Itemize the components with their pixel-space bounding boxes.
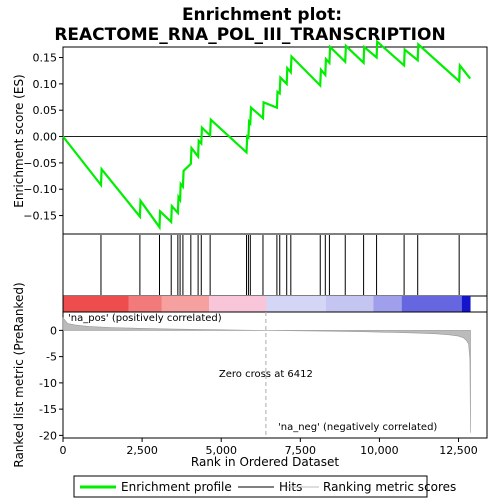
hit-lines-group (100, 235, 460, 295)
x-tick-label: 5,000 (205, 444, 237, 457)
rank-y-tick-label: -10 (39, 377, 57, 390)
zero-cross-label: Zero cross at 6412 (219, 369, 313, 380)
es-y-tick-label: 0.05 (33, 104, 58, 117)
rank-y-axis-ticks: 0 -5 -10 -15 -20 (39, 324, 63, 442)
rank-y-tick-label: 0 (50, 324, 57, 337)
x-tick-label: 0 (60, 444, 67, 457)
title: Enrichment plot: REACTOME_RNA_POL_III_TR… (54, 5, 445, 45)
x-tick-label: 12,500 (439, 444, 478, 457)
legend-label-enrichment: Enrichment profile (121, 480, 232, 494)
rank-y-axis-label: Ranked list metric (PreRanked) (12, 282, 26, 467)
x-axis: 0 2,500 5,000 7,500 10,000 12,500 (60, 438, 478, 457)
es-plot-frame (62, 46, 488, 235)
es-y-tick-label: −0.15 (23, 210, 57, 223)
es-y-tick-label: 0.10 (33, 78, 58, 91)
negative-correlation-label: 'na_neg' (negatively correlated) (278, 422, 437, 433)
rank-y-tick-label: -5 (46, 351, 57, 364)
legend: Enrichment profile Hits Ranking metric s… (73, 475, 456, 498)
es-y-tick-label: 0.15 (33, 52, 58, 65)
x-tick-label: 2,500 (126, 444, 158, 457)
es-y-tick-label: 0.00 (33, 131, 58, 144)
rank-y-tick-label: -20 (39, 429, 57, 442)
es-y-axis-label: Enrichment score (ES) (12, 74, 26, 207)
legend-label-ranking: Ranking metric scores (323, 480, 456, 494)
enrichment-score-panel: −0.15 −0.10 −0.05 0.00 0.05 0.10 0.15 Enrichme… (12, 39, 488, 235)
title-line-1: Enrichment plot: (182, 5, 342, 25)
x-tick-label: 7,500 (285, 444, 317, 457)
x-axis-label: Rank in Ordered Dataset (191, 455, 339, 469)
es-series-group (62, 39, 472, 231)
es-y-tick-label: −0.10 (23, 183, 57, 196)
rank-y-tick-label: -15 (39, 403, 57, 416)
title-line-2: REACTOME_RNA_POL_III_TRANSCRIPTION (54, 25, 445, 45)
ranked-metric-area (62, 316, 471, 433)
enrichment-profile-line (62, 39, 472, 231)
ranked-metric-fill (62, 316, 471, 433)
es-y-axis-ticks: −0.15 −0.10 −0.05 0.00 0.05 0.10 0.15 (23, 52, 63, 223)
es-y-tick-label: −0.05 (23, 157, 57, 170)
positive-correlation-label: 'na_pos' (positively correlated) (68, 313, 222, 324)
x-tick-label: 10,000 (360, 444, 399, 457)
hits-plot-frame (62, 233, 488, 297)
hits-panel (62, 233, 488, 297)
heat-bar-gradient (63, 296, 471, 312)
ranking-heat-bar (62, 295, 488, 313)
ranked-metric-panel: 0 -5 -10 -15 -20 Ranked list metric (PreRank… (12, 282, 488, 468)
